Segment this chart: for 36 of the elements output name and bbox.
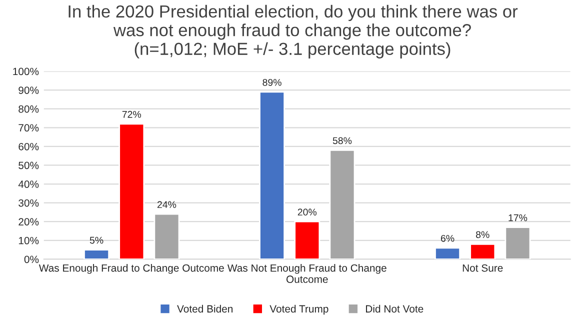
bar (118, 123, 145, 260)
y-tick-label: 80% (18, 105, 39, 113)
data-label: 6% (440, 234, 454, 242)
y-tick-label: 40% (18, 180, 39, 188)
bar (504, 226, 531, 260)
data-label: 8% (476, 231, 490, 238)
data-label: 5% (90, 236, 104, 244)
bar (294, 220, 320, 260)
y-tick-label: 60% (18, 142, 39, 150)
data-label: 89% (262, 78, 282, 86)
bar (84, 249, 110, 260)
data-label: 72% (122, 110, 142, 118)
y-tick-label: 30% (18, 199, 39, 207)
bar (434, 247, 461, 260)
x-tick-label: Was Not Enough Fraud to Change Outcome (227, 264, 386, 283)
legend-label: Voted Biden (177, 304, 232, 313)
y-tick-label: 100% (13, 68, 39, 76)
y-tick-label: 50% (18, 162, 39, 170)
chart-title: In the 2020 Presidential election, do you think there was or was not enough fraud to change the outcome? (n=1,012; MoE +/- 3.1 percentage points) (68, 4, 518, 58)
bar (470, 243, 496, 260)
bar (329, 150, 356, 260)
data-label: 17% (508, 214, 528, 222)
data-label: 58% (332, 137, 352, 144)
y-tick-label: 20% (18, 218, 39, 226)
x-tick-label: Was Enough Fraud to Change Outcome (38, 264, 224, 274)
y-tick-label: 70% (18, 124, 39, 132)
y-tick-label: 90% (18, 86, 39, 94)
y-tick-label: 10% (18, 236, 39, 244)
y-tick-label: 0% (24, 256, 39, 264)
bar (259, 91, 286, 260)
legend-label: Did Not Vote (366, 304, 424, 313)
legend-label: Voted Trump (270, 304, 328, 315)
bar (154, 213, 180, 260)
data-label: 20% (298, 208, 317, 216)
x-tick-label: Not Sure (462, 264, 503, 272)
data-label: 24% (157, 201, 176, 208)
